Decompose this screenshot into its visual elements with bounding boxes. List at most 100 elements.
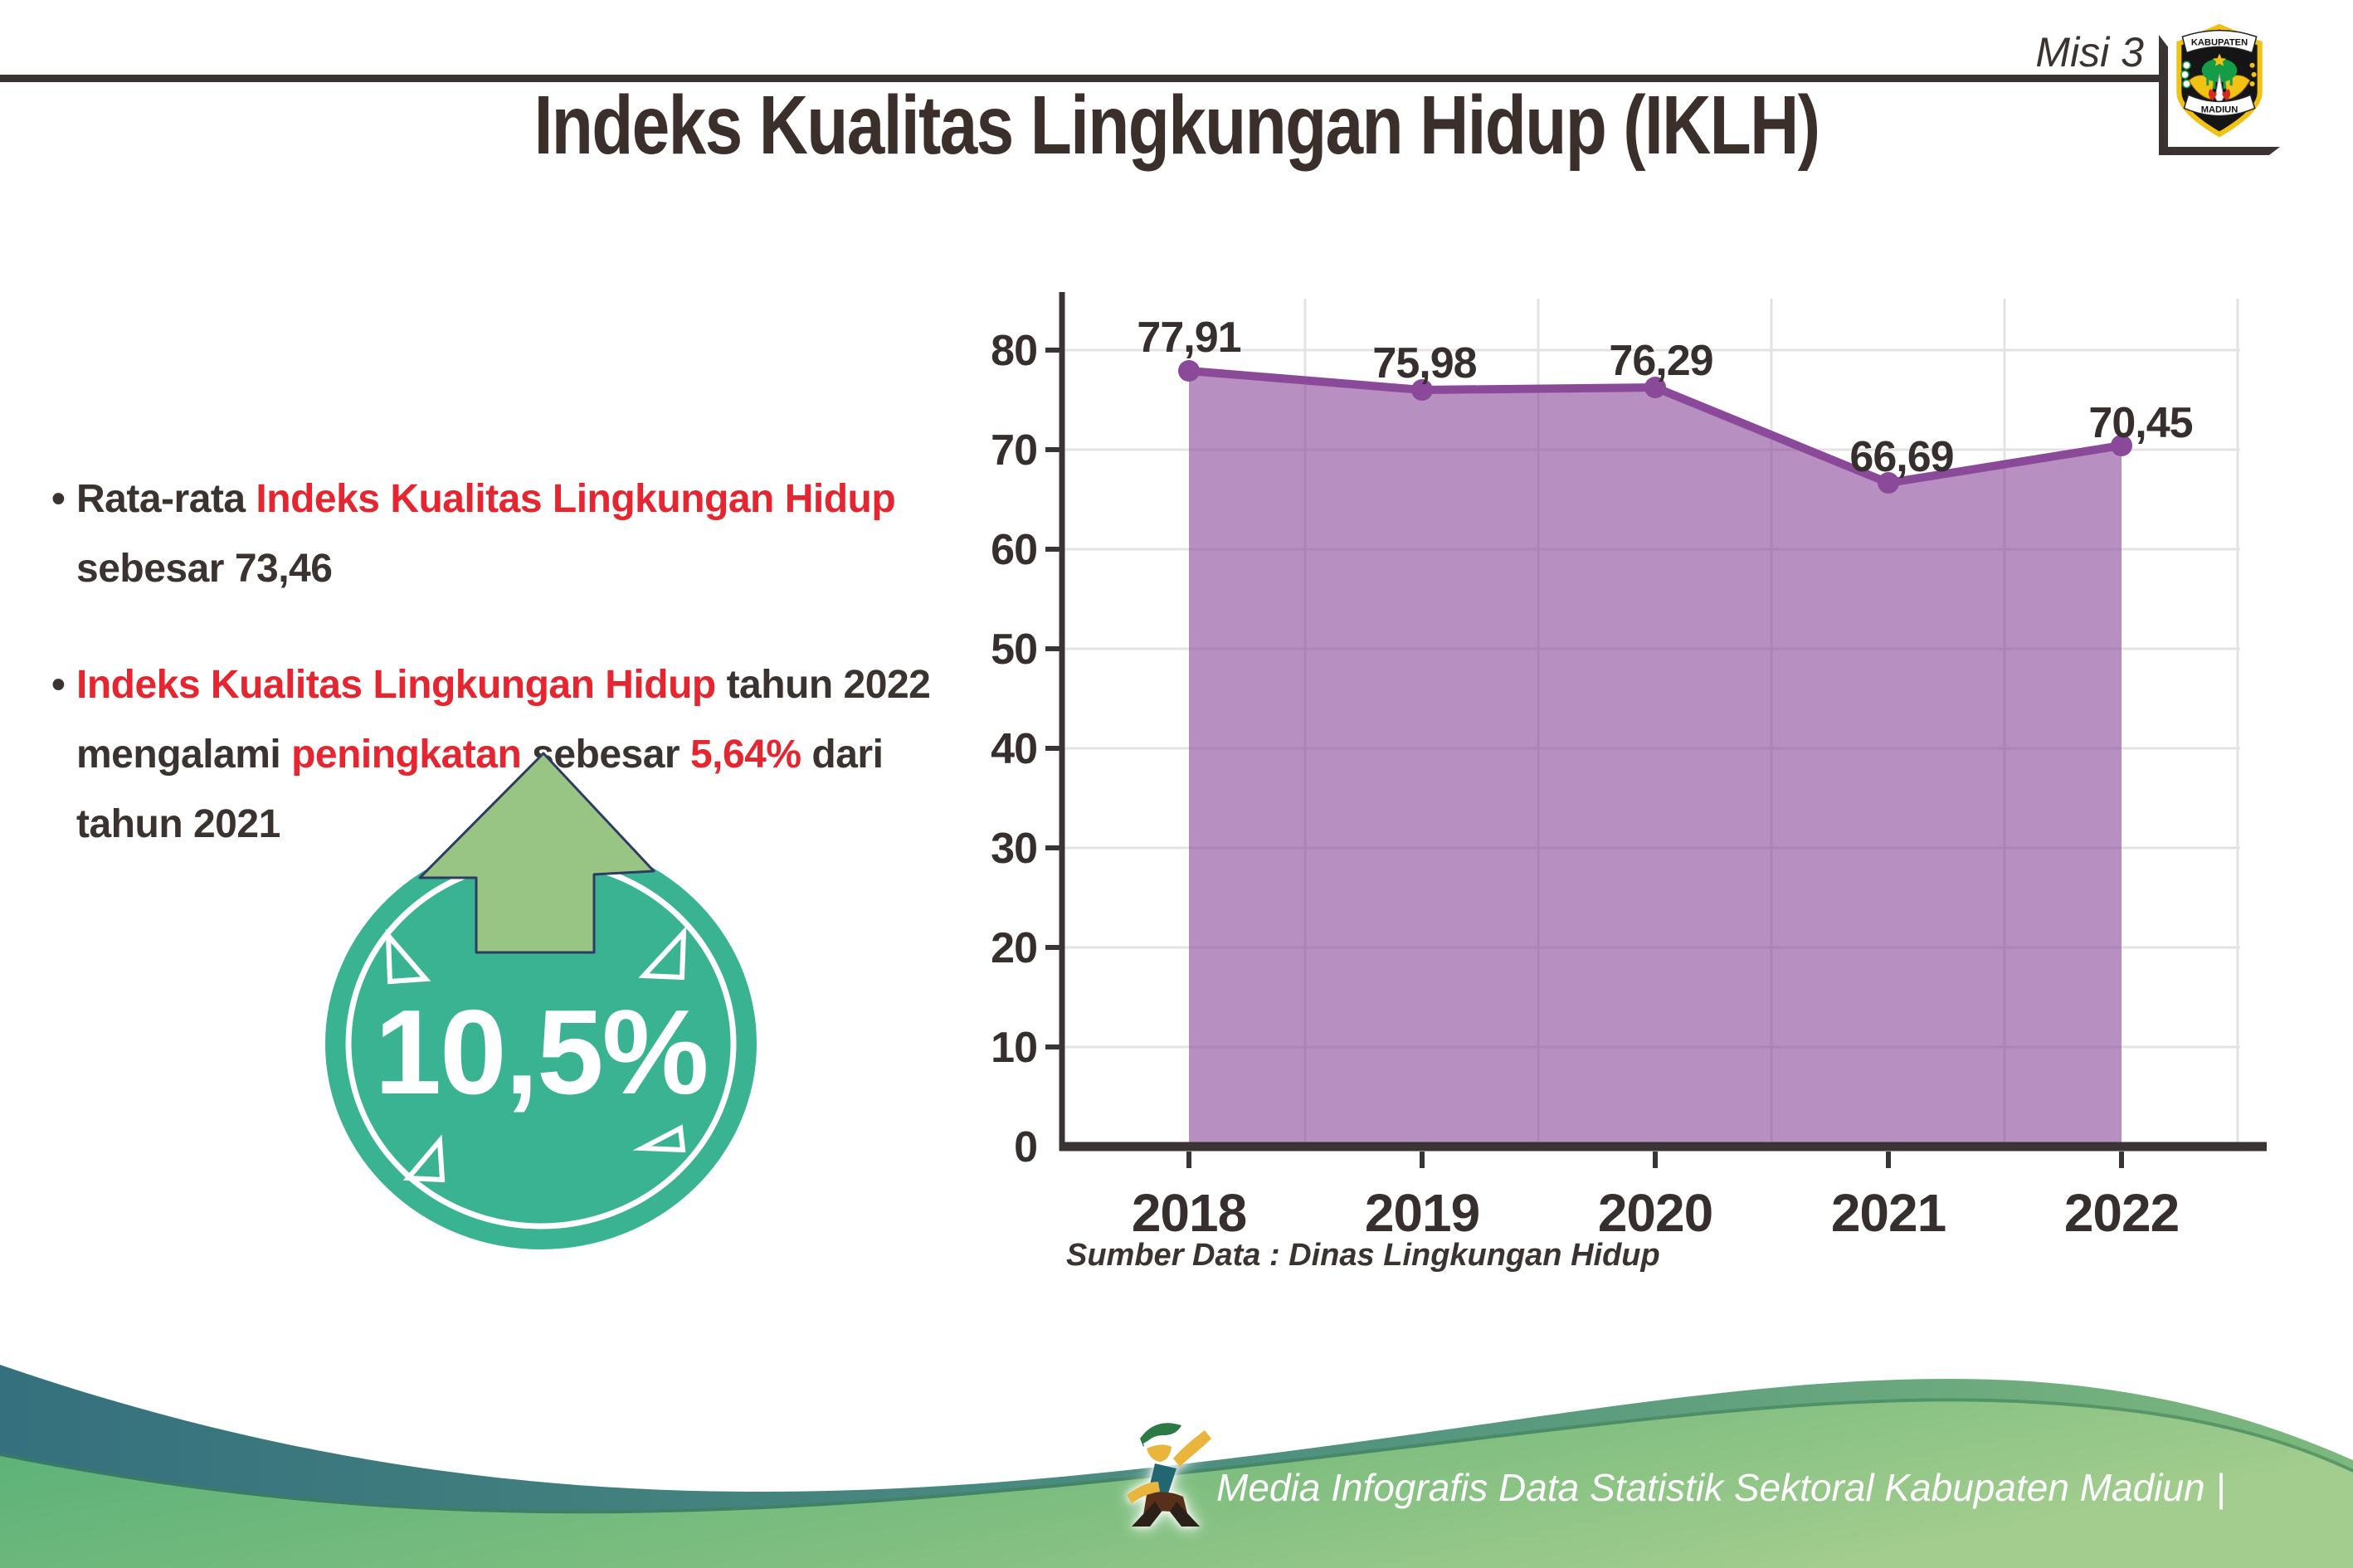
rice-icon xyxy=(2251,71,2257,77)
insight-text: Rata-rata Indeks Kualitas Lingkungan Hid… xyxy=(76,465,896,604)
y-tick xyxy=(1045,447,1060,452)
data-label: 66,69 xyxy=(1849,433,1953,481)
data-label: 75,98 xyxy=(1372,339,1476,387)
text-segment-highlight: peningkatan xyxy=(291,733,522,777)
y-tick xyxy=(1045,646,1060,651)
y-tick xyxy=(1045,547,1060,552)
arrow-up-icon xyxy=(418,752,655,954)
logo-frame-vertical xyxy=(2159,35,2168,155)
footer-caption: Media Infografis Data Statistik Sektoral… xyxy=(1216,1466,2226,1509)
data-point-markers xyxy=(1178,360,2132,494)
mascot-arm-right xyxy=(1173,1430,1211,1467)
data-label: 77,91 xyxy=(1137,314,1240,362)
y-tick xyxy=(1045,348,1060,353)
y-tick-label: 60 xyxy=(991,526,1037,574)
x-tick xyxy=(1653,1152,1658,1168)
text-segment: tahun 2022 xyxy=(715,663,931,707)
data-point-marker xyxy=(1178,360,1200,382)
header-rule xyxy=(0,75,2162,82)
insight-item-average: • Rata-rata Indeks Kualitas Lingkungan H… xyxy=(51,465,1022,604)
y-tick xyxy=(1045,845,1060,850)
area-fill xyxy=(1189,371,2122,1142)
y-tick-label: 70 xyxy=(991,426,1037,475)
data-label: 76,29 xyxy=(1609,337,1712,385)
x-axis-labels: 2018 2019 2020 2021 2022 xyxy=(1132,1183,2180,1243)
logo-frame-horizontal xyxy=(2159,147,2280,155)
y-axis-labels: 0 10 20 30 40 50 60 70 80 xyxy=(991,327,1038,1171)
x-tick-label: 2018 xyxy=(1132,1183,1246,1243)
triangle-accent-icon xyxy=(385,928,431,985)
x-tick xyxy=(2119,1152,2124,1168)
mascot-face xyxy=(1147,1444,1172,1462)
triangle-accent-icon xyxy=(638,926,687,981)
axes xyxy=(1045,292,2267,1168)
y-tick xyxy=(1045,746,1060,751)
triangle-accent-icon xyxy=(402,1134,446,1183)
mascot-leg-left xyxy=(1132,1502,1162,1527)
bullet-icon: • xyxy=(51,663,66,707)
data-point-marker xyxy=(1644,377,1666,398)
x-tick xyxy=(1420,1152,1425,1168)
insights-block: • Rata-rata Indeks Kualitas Lingkungan H… xyxy=(51,465,1022,859)
mascot-arm-left xyxy=(1127,1482,1160,1503)
page-title: Indeks Kualitas Lingkungan Hidup (IKLH) xyxy=(533,79,1820,172)
rice-icon xyxy=(2249,62,2255,68)
logo-top-text: KABUPATEN xyxy=(2191,37,2248,47)
data-point-marker xyxy=(1411,379,1433,401)
iklh-area-chart: 0 10 20 30 40 50 60 70 80 2018 2019 2020… xyxy=(991,292,2267,1243)
mascot-hat xyxy=(1140,1423,1181,1447)
banner-top xyxy=(2181,29,2258,54)
text-segment: mengalami xyxy=(76,733,292,777)
flame-right xyxy=(2222,89,2231,101)
data-labels: 77,91 75,98 76,29 66,69 70,45 xyxy=(1137,314,2193,481)
x-tick xyxy=(1886,1152,1891,1168)
kabupaten-madiun-crest-icon: KABUPATEN MADIUN xyxy=(2174,22,2265,139)
y-tick-label: 50 xyxy=(991,626,1037,674)
text-segment: dari xyxy=(801,733,884,777)
text-segment: tahun 2021 xyxy=(76,802,280,846)
y-tick-label: 80 xyxy=(991,327,1037,375)
mission-label: Misi 3 xyxy=(2035,29,2144,75)
mascot-leg-right xyxy=(1170,1502,1200,1527)
wave-front xyxy=(0,1401,2353,1568)
text-segment-highlight: Indeks Kualitas Lingkungan Hidup xyxy=(76,663,716,707)
logo-bottom-text: MADIUN xyxy=(2201,105,2239,115)
text-segment-highlight: 5,64% xyxy=(689,733,801,777)
data-label: 70,45 xyxy=(2088,399,2192,447)
data-point-marker xyxy=(2111,435,2132,456)
cotton-icon xyxy=(2182,79,2191,89)
tree-icon xyxy=(2201,58,2238,83)
text-segment-highlight: Indeks Kualitas Lingkungan Hidup xyxy=(256,477,896,521)
x-tick-label: 2019 xyxy=(1365,1183,1479,1243)
badge-percent-label: 10,5% xyxy=(374,985,707,1119)
dancer-mascot-icon xyxy=(1127,1423,1211,1527)
flame-left xyxy=(2208,89,2217,101)
y-tick-label: 20 xyxy=(991,924,1037,972)
banner-bottom xyxy=(2183,94,2256,117)
tree-roots xyxy=(2206,75,2233,90)
x-tick-label: 2022 xyxy=(2064,1183,2179,1243)
cotton-icon xyxy=(2180,70,2190,80)
cotton-icon xyxy=(2182,61,2191,71)
source-note: Sumber Data : Dinas Lingkungan Hidup xyxy=(1066,1238,1660,1273)
insight-item-increase: • Indeks Kualitas Lingkungan Hidup tahun… xyxy=(51,650,1022,859)
triangle-accent-icon xyxy=(632,1124,686,1153)
rice-icon xyxy=(2249,81,2255,87)
y-tick-label: 30 xyxy=(991,825,1037,873)
increase-badge: 10,5% xyxy=(325,752,757,1249)
x-tick-label: 2021 xyxy=(1831,1183,1946,1243)
y-tick xyxy=(1045,945,1060,950)
bullet-icon: • xyxy=(51,477,66,521)
insight-text: Indeks Kualitas Lingkungan Hidup tahun 2… xyxy=(76,650,931,859)
y-tick-label: 10 xyxy=(991,1024,1037,1072)
y-tick xyxy=(1045,1045,1060,1049)
x-tick-label: 2020 xyxy=(1598,1183,1712,1243)
text-segment: Rata-rata xyxy=(76,477,256,521)
y-tick-label: 0 xyxy=(1014,1123,1037,1171)
text-segment: sebesar 73,46 xyxy=(76,547,333,591)
footer-waves xyxy=(0,1365,2353,1568)
data-point-marker xyxy=(1878,472,1899,494)
star-icon xyxy=(2212,53,2227,66)
x-tick xyxy=(1186,1152,1191,1168)
